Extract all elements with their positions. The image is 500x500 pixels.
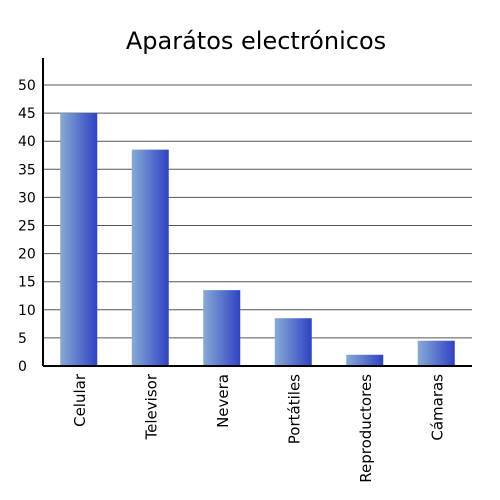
x-category-label: Celular (71, 373, 89, 427)
y-tick-label: 25 (18, 219, 36, 235)
y-tick-label: 0 (18, 359, 27, 375)
y-tick-label: 15 (18, 275, 36, 291)
y-tick-label: 20 (18, 247, 36, 263)
x-category-label: Televisor (142, 373, 160, 440)
bar-cámaras (417, 340, 455, 366)
y-tick-label: 30 (18, 190, 36, 206)
y-axis-ticks: 0 5 10 15 20 25 30 35 40 45 50 (18, 78, 36, 375)
bar-televisor (131, 149, 169, 366)
x-category-label: Portátiles (285, 374, 303, 444)
x-category-label: Reproductores (357, 374, 375, 483)
bar-celular (60, 113, 98, 366)
y-tick-label: 40 (18, 134, 36, 150)
bar-nevera (203, 290, 241, 366)
y-tick-label: 5 (18, 331, 27, 347)
x-category-label: Cámaras (428, 374, 446, 441)
bars (60, 113, 455, 366)
y-tick-label: 10 (18, 303, 36, 319)
bar-portátiles (274, 318, 312, 366)
x-axis-labels: Celular Televisor Nevera Portátiles Reproduc… (71, 373, 447, 483)
y-tick-label: 35 (18, 162, 36, 178)
chart-title: Aparátos electrónicos (126, 27, 386, 55)
axes (42, 58, 472, 367)
bar-reproductores (346, 354, 384, 366)
x-category-label: Nevera (214, 374, 232, 428)
y-tick-label: 45 (18, 106, 36, 122)
gridlines (43, 84, 472, 339)
y-tick-label: 50 (18, 78, 36, 94)
